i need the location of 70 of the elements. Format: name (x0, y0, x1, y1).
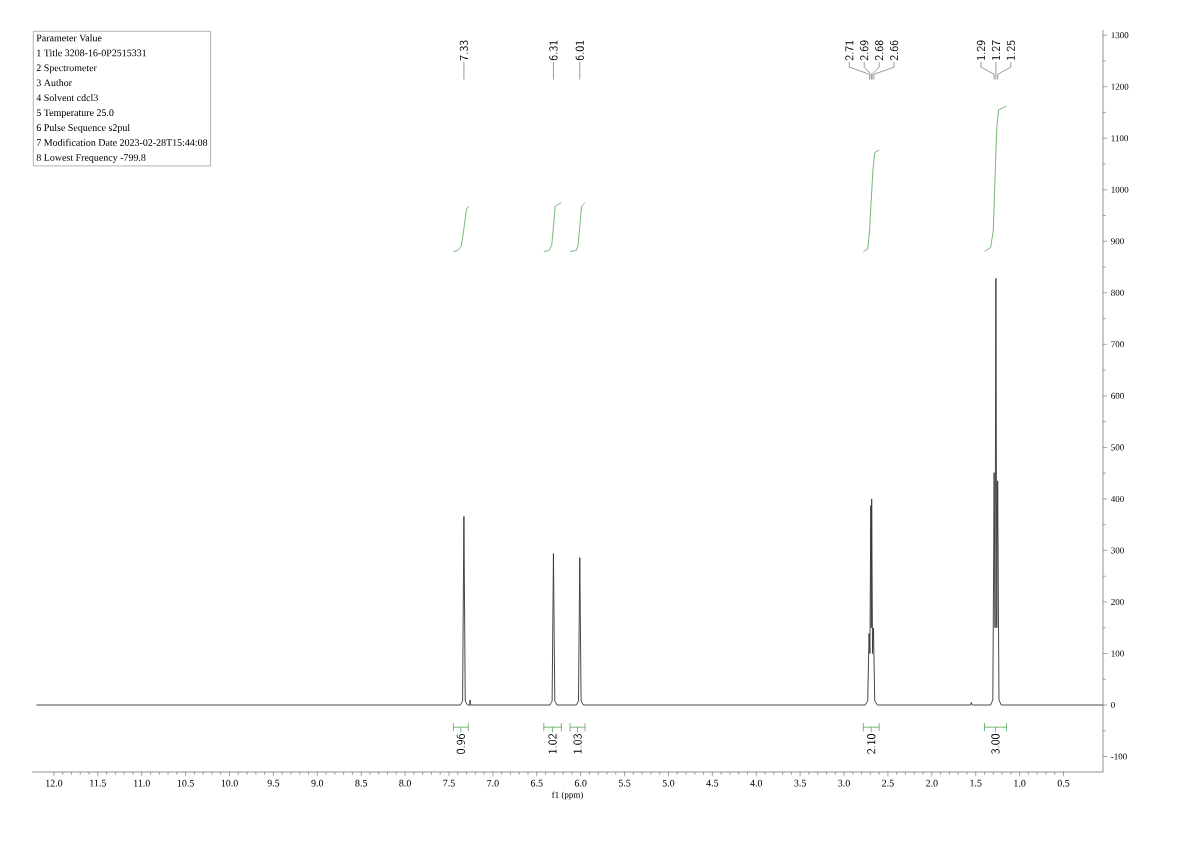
annotation: Parameter Value (36, 34, 102, 42)
annotation: 1.02 (548, 734, 557, 754)
annotation: 1.25 (1006, 40, 1015, 60)
annotation: 1.27 (991, 40, 1001, 60)
annotation: 6 Pulse Sequence s2pul (36, 123, 130, 133)
x-tick-label: 2.0 (926, 779, 938, 787)
annotation: 2.66 (889, 40, 899, 61)
annotation: 7 Modification Date 2023-02-28T15:44:08 (36, 138, 208, 146)
x-tick-label: 1.5 (970, 779, 982, 787)
x-tick-label: 8.5 (355, 779, 368, 787)
annotation: 3 Author (36, 79, 72, 87)
x-tick-label: 7.5 (443, 779, 455, 787)
x-tick-label: 4.0 (750, 779, 763, 787)
annotation: 1 Title 3208-16-0P2515331 (37, 49, 147, 57)
line-series (569, 202, 586, 252)
x-tick-label: 11.0 (134, 779, 150, 787)
x-tick-label: 5.5 (618, 779, 631, 787)
x-tick-label: 1.0 (1014, 779, 1026, 787)
y-tick-label: 1100 (1111, 135, 1129, 142)
y-tick-label: 600 (1111, 392, 1124, 399)
annotation: 6.01 (575, 40, 584, 61)
annotation: 5 Temperature 25.0 (36, 109, 114, 119)
x-tick-label: 10.5 (177, 779, 194, 787)
annotation: 2.68 (874, 40, 884, 61)
x-tick-label: 10.0 (221, 779, 238, 787)
x-tick-label: 3.0 (838, 779, 850, 787)
x-tick-label: 12.0 (46, 779, 63, 787)
annotation: 1.03 (573, 734, 582, 754)
y-tick-label: 900 (1111, 238, 1124, 245)
x-tick-label: 0.5 (1057, 779, 1070, 787)
annotation: 3.00 (991, 734, 1000, 754)
x-tick-label: 9.5 (267, 779, 280, 787)
y-tick-label: 1300 (1111, 32, 1129, 39)
x-tick-label: 9.0 (311, 779, 324, 787)
annotation: 0.96 (456, 734, 465, 754)
x-tick-label: 6.5 (530, 779, 543, 787)
annotation: 2.71 (845, 40, 854, 61)
annotation: 2 Spectrometer (36, 64, 97, 74)
x-tick-label: 5.0 (662, 779, 675, 787)
y-tick-label: 800 (1111, 289, 1124, 296)
y-tick-label: 0 (1111, 701, 1115, 709)
annotation: 1.29 (976, 40, 986, 60)
x-tick-label: 8.0 (399, 779, 411, 787)
line-series (862, 149, 880, 252)
y-tick-label: 400 (1110, 495, 1124, 502)
x-tick-label: 2.5 (882, 779, 894, 787)
line-series (984, 105, 1007, 252)
y-tick-label: 200 (1111, 598, 1124, 605)
annotation: 2.10 (867, 734, 876, 754)
line-series (543, 202, 562, 252)
x-axis-title: f1 (ppm) (551, 791, 583, 800)
annotation: 2.69 (860, 40, 869, 61)
annotation: 4 Solvent cdcl3 (36, 94, 98, 102)
line-series (453, 205, 469, 252)
line-series (35, 277, 1104, 706)
y-tick-label: 300 (1111, 547, 1124, 554)
x-tick-label: 7.0 (487, 779, 499, 787)
annotation: 8 Lowest Frequency -799.8 (36, 154, 146, 163)
annotation: 6.31 (549, 40, 558, 61)
y-tick-label: 1000 (1111, 186, 1129, 193)
x-tick-label: 11.5 (90, 779, 106, 787)
y-tick-label: 100 (1111, 650, 1124, 657)
y-tick-label: 1200 (1111, 83, 1129, 90)
y-tick-label: -100 (1111, 753, 1127, 760)
x-tick-label: 4.5 (706, 779, 719, 787)
y-tick-label: 500 (1111, 444, 1124, 451)
annotation: 7.33 (459, 40, 469, 61)
x-tick-label: 3.5 (794, 779, 806, 787)
y-tick-label: 700 (1111, 341, 1124, 348)
x-tick-label: 6.0 (574, 779, 587, 787)
